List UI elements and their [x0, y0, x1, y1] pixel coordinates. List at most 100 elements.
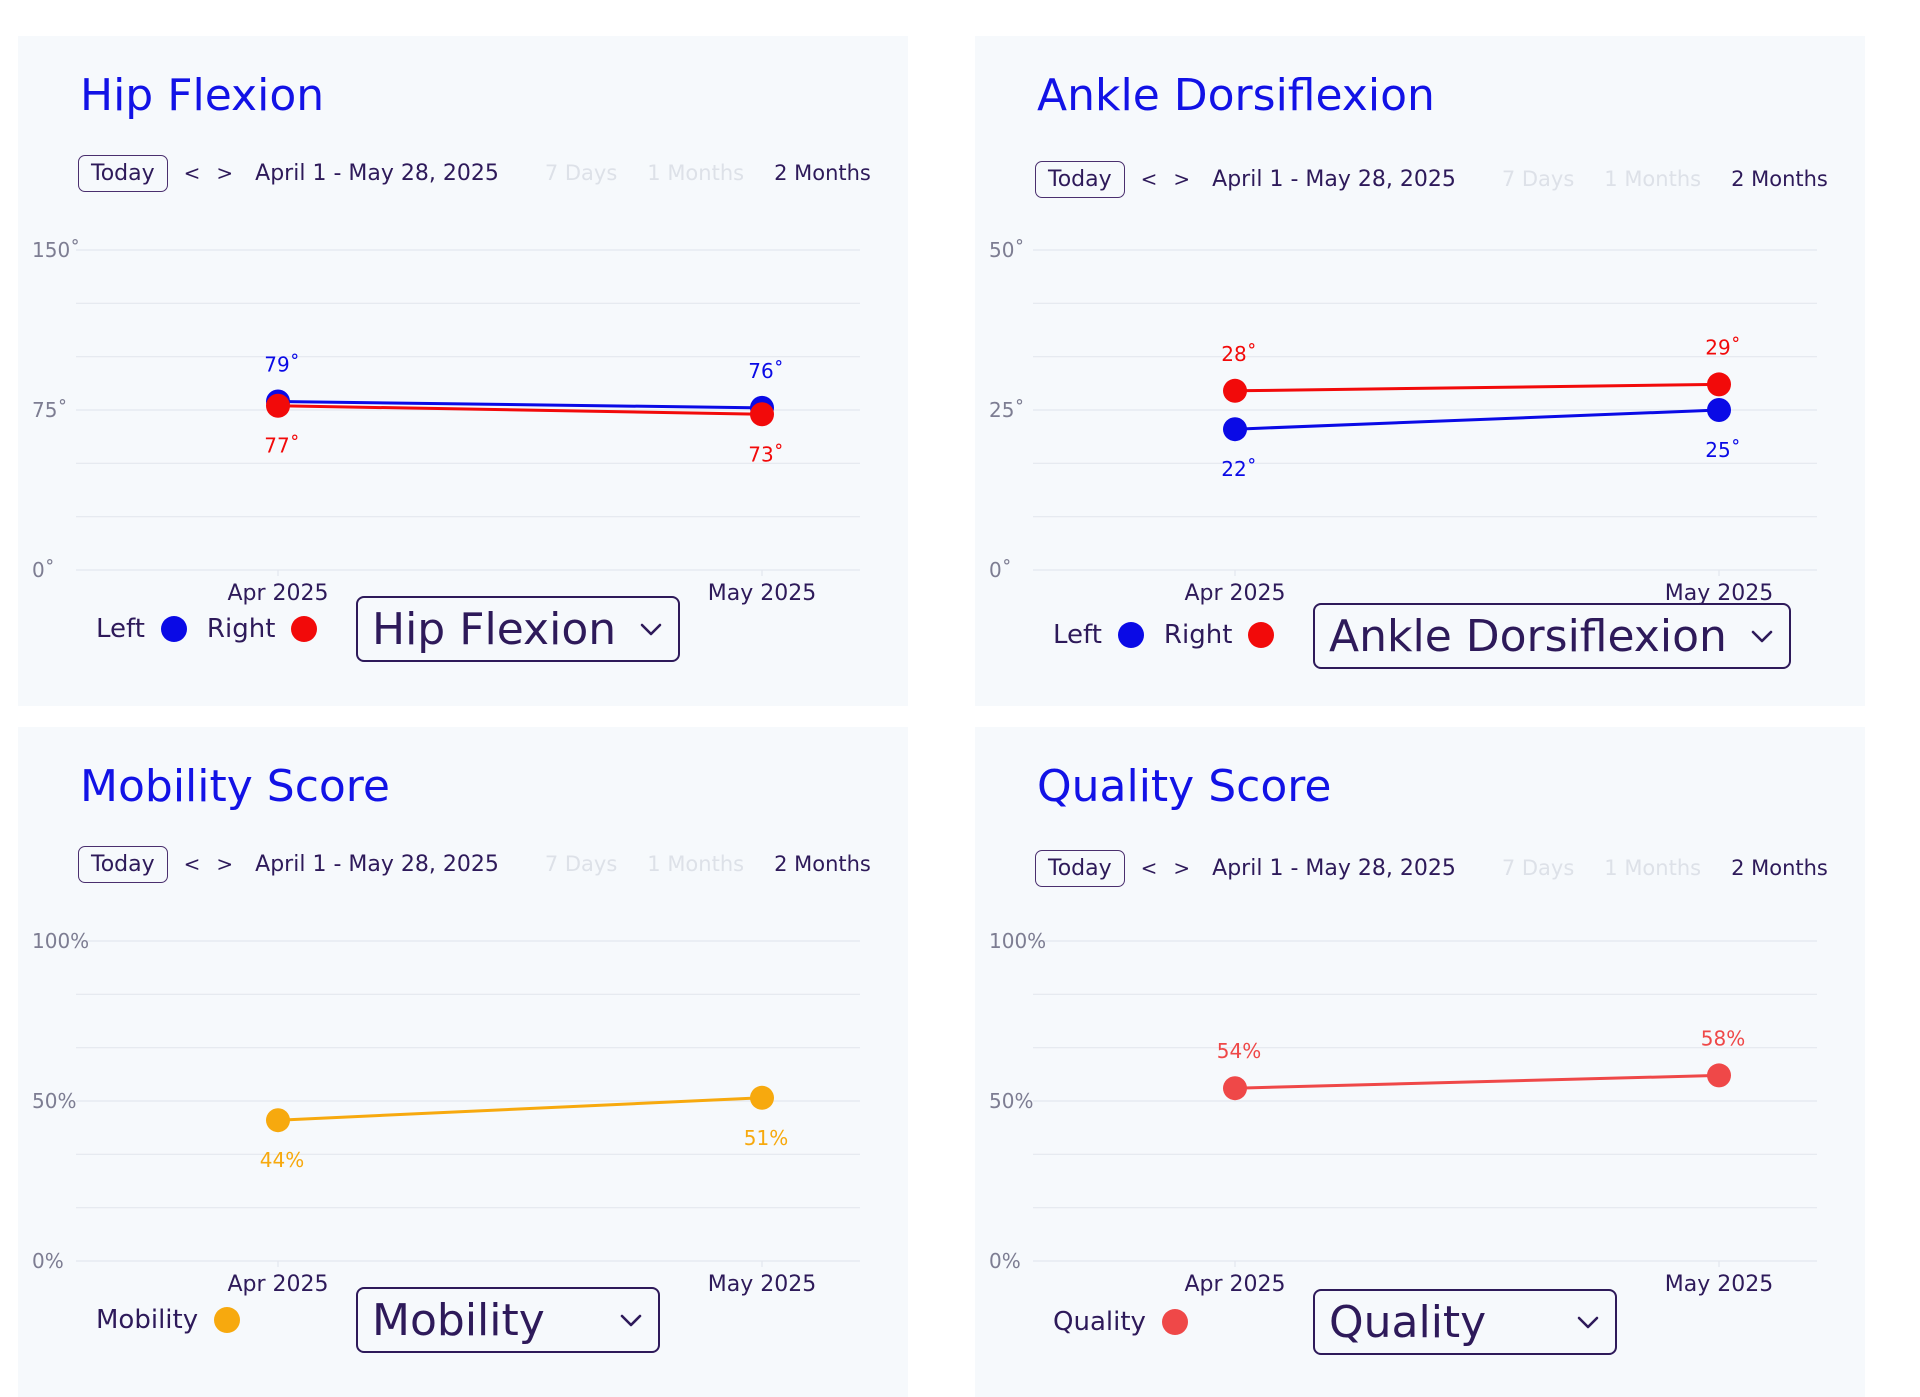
data-point — [750, 1085, 774, 1110]
legend-item-mobility[interactable]: Mobility — [96, 1305, 241, 1335]
date-toolbar: Today < > April 1 - May 28, 2025 7 Days … — [1035, 158, 1828, 200]
date-range-label: April 1 - May 28, 2025 — [1212, 855, 1456, 881]
chevron-down-icon — [640, 623, 662, 636]
data-label: 79˚ — [264, 352, 299, 376]
range-1-months[interactable]: 1 Months — [1604, 167, 1702, 191]
y-tick-label: 25˚ — [989, 398, 1024, 422]
legend-swatch — [291, 616, 318, 642]
data-point — [750, 402, 774, 427]
date-toolbar: Today < > April 1 - May 28, 2025 7 Days … — [1035, 847, 1828, 889]
legend-item-right[interactable]: Right — [206, 614, 318, 644]
chevron-down-icon — [1751, 630, 1773, 643]
data-label: 58% — [1701, 1026, 1745, 1050]
y-tick-label: 50% — [32, 1089, 76, 1113]
legend-item-quality[interactable]: Quality — [1053, 1307, 1188, 1337]
x-tick-label: May 2025 — [708, 581, 816, 606]
data-label: 76˚ — [748, 359, 783, 383]
legend-item-left[interactable]: Left — [96, 614, 187, 644]
range-1-months[interactable]: 1 Months — [1604, 856, 1702, 880]
selector-value: Quality — [1329, 1296, 1487, 1348]
data-point — [1223, 417, 1247, 442]
legend-swatch — [214, 1307, 241, 1333]
data-label: 54% — [1217, 1039, 1261, 1063]
data-point — [1223, 1076, 1247, 1101]
today-button[interactable]: Today — [78, 845, 168, 883]
chart-legend: Quality — [1053, 1307, 1208, 1337]
x-tick-label: Apr 2025 — [1184, 1272, 1285, 1297]
chart-card-ankle-dorsiflexion: Ankle Dorsiflexion Today < > April 1 - M… — [975, 36, 1865, 706]
range-2-months[interactable]: 2 Months — [774, 852, 871, 876]
next-arrow-icon[interactable]: > — [216, 852, 234, 876]
chevron-down-icon — [620, 1314, 642, 1327]
today-button[interactable]: Today — [1035, 849, 1125, 887]
range-7-days[interactable]: 7 Days — [544, 161, 618, 185]
legend-label: Left — [96, 614, 145, 644]
x-tick-label: May 2025 — [708, 1272, 816, 1297]
next-arrow-icon[interactable]: > — [1173, 167, 1191, 191]
y-tick-label: 50˚ — [989, 238, 1024, 262]
chart-legend: Left Right — [96, 614, 337, 644]
y-tick-label: 50% — [989, 1089, 1033, 1113]
data-label: 28˚ — [1221, 342, 1256, 366]
range-7-days[interactable]: 7 Days — [544, 852, 618, 876]
series-line — [277, 404, 763, 416]
data-label: 29˚ — [1705, 335, 1740, 359]
legend-label: Right — [206, 614, 276, 644]
y-tick-label: 75˚ — [32, 398, 67, 422]
next-arrow-icon[interactable]: > — [1173, 856, 1191, 880]
data-point — [1707, 1063, 1731, 1088]
range-1-months[interactable]: 1 Months — [647, 161, 745, 185]
metric-selector[interactable]: Ankle Dorsiflexion — [1313, 603, 1791, 669]
line-chart: 50˚ 25˚ 0˚ Apr 2025 May 2025 22˚ 25˚ 28˚ 29˚ — [989, 238, 1817, 606]
chevron-down-icon — [1577, 1316, 1599, 1329]
metric-selector[interactable]: Quality — [1313, 1289, 1617, 1355]
x-tick-label: Apr 2025 — [1184, 581, 1285, 606]
series-line — [1234, 1073, 1720, 1090]
y-tick-label: 100% — [989, 929, 1046, 953]
prev-arrow-icon[interactable]: < — [183, 852, 201, 876]
range-7-days[interactable]: 7 Days — [1501, 167, 1575, 191]
data-label: 22˚ — [1221, 457, 1256, 481]
legend-item-right[interactable]: Right — [1164, 620, 1275, 650]
prev-arrow-icon[interactable]: < — [1140, 856, 1158, 880]
y-tick-label: 0% — [32, 1249, 64, 1273]
series-line — [1234, 408, 1720, 431]
legend-swatch — [160, 616, 187, 642]
x-tick-label: May 2025 — [1665, 1272, 1773, 1297]
today-button[interactable]: Today — [78, 154, 168, 192]
y-tick-label: 0˚ — [32, 558, 55, 582]
range-2-months[interactable]: 2 Months — [774, 161, 871, 185]
metric-selector[interactable]: Hip Flexion — [356, 596, 681, 662]
line-chart: 100% 50% 0% Apr 2025 May 2025 54% 58% — [989, 929, 1817, 1297]
range-7-days[interactable]: 7 Days — [1501, 856, 1575, 880]
legend-swatch — [1161, 1309, 1188, 1335]
chart-legend: Left Right — [1053, 620, 1294, 650]
card-title: Quality Score — [1037, 761, 1332, 812]
metric-selector[interactable]: Mobility — [356, 1287, 660, 1353]
legend-swatch — [1248, 622, 1275, 648]
legend-swatch — [1117, 622, 1144, 648]
card-title: Hip Flexion — [80, 70, 325, 121]
selector-value: Ankle Dorsiflexion — [1329, 610, 1727, 662]
x-tick-label: Apr 2025 — [227, 581, 328, 606]
legend-label: Quality — [1053, 1307, 1146, 1337]
prev-arrow-icon[interactable]: < — [1140, 167, 1158, 191]
data-point — [266, 393, 290, 418]
legend-label: Left — [1053, 620, 1102, 650]
data-label: 51% — [744, 1126, 788, 1150]
legend-item-left[interactable]: Left — [1053, 620, 1144, 650]
today-button[interactable]: Today — [1035, 160, 1125, 198]
next-arrow-icon[interactable]: > — [216, 161, 234, 185]
date-range-label: April 1 - May 28, 2025 — [1212, 166, 1456, 192]
y-tick-label: 0˚ — [989, 558, 1012, 582]
range-2-months[interactable]: 2 Months — [1731, 167, 1828, 191]
y-tick-label: 0% — [989, 1249, 1021, 1273]
legend-label: Mobility — [96, 1305, 199, 1335]
range-2-months[interactable]: 2 Months — [1731, 856, 1828, 880]
data-point — [266, 1108, 290, 1133]
series-line — [1234, 382, 1720, 393]
prev-arrow-icon[interactable]: < — [183, 161, 201, 185]
range-1-months[interactable]: 1 Months — [647, 852, 745, 876]
y-tick-label: 150˚ — [32, 238, 80, 262]
data-label: 44% — [260, 1148, 304, 1172]
